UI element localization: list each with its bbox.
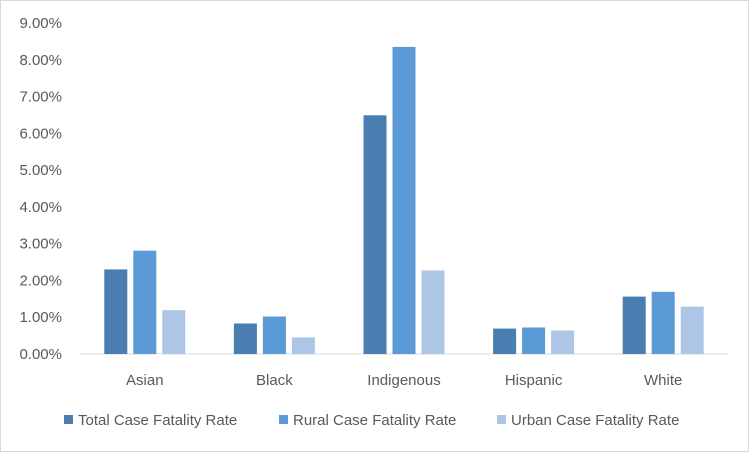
legend-swatch-series-1	[64, 415, 73, 424]
y-tick-label: 1.00%	[19, 309, 62, 326]
bar-black-series-3	[291, 337, 315, 354]
bar-hispanic-series-2	[522, 327, 546, 354]
legend-label-series-1: Total Case Fatality Rate	[78, 412, 237, 429]
legend-swatch-series-3	[497, 415, 506, 424]
x-tick-label-indigenous: Indigenous	[367, 372, 440, 389]
bar-asian-series-2	[133, 250, 157, 354]
y-tick-label: 3.00%	[19, 236, 62, 253]
y-tick-label: 5.00%	[19, 162, 62, 179]
bar-black-series-1	[233, 323, 257, 354]
y-tick-label: 2.00%	[19, 272, 62, 289]
legend-label-series-3: Urban Case Fatality Rate	[511, 412, 679, 429]
y-tick-label: 7.00%	[19, 89, 62, 106]
bar-indigenous-series-2	[392, 46, 416, 355]
bar-indigenous-series-1	[363, 115, 387, 354]
legend-swatch-series-2	[279, 415, 288, 424]
bar-hispanic-series-3	[551, 330, 575, 354]
bar-white-series-2	[651, 291, 675, 354]
x-axis-category-labels: Asian Black Indigenous Hispanic White	[126, 372, 682, 389]
x-tick-label-asian: Asian	[126, 372, 164, 389]
x-tick-label-black: Black	[256, 372, 293, 389]
x-tick-label-white: White	[644, 372, 682, 389]
y-tick-label: 9.00%	[19, 15, 62, 32]
y-tick-label: 0.00%	[19, 346, 62, 363]
x-tick-label-hispanic: Hispanic	[505, 372, 563, 389]
legend: Total Case Fatality Rate Rural Case Fatal…	[64, 412, 679, 429]
y-axis-tick-labels: 0.00% 1.00% 2.00% 3.00% 4.00% 5.00% 6.00% 7.00%…	[19, 15, 62, 363]
y-tick-label: 6.00%	[19, 125, 62, 142]
bar-white-series-1	[622, 296, 646, 354]
bar-black-series-2	[262, 316, 286, 354]
bars	[104, 46, 704, 355]
y-tick-label: 4.00%	[19, 199, 62, 216]
bar-indigenous-series-3	[421, 270, 445, 354]
legend-label-series-2: Rural Case Fatality Rate	[293, 412, 456, 429]
bar-asian-series-3	[162, 310, 186, 354]
bar-asian-series-1	[104, 269, 128, 354]
bar-white-series-3	[680, 306, 704, 354]
bar-hispanic-series-1	[493, 328, 517, 354]
y-tick-label: 8.00%	[19, 52, 62, 69]
